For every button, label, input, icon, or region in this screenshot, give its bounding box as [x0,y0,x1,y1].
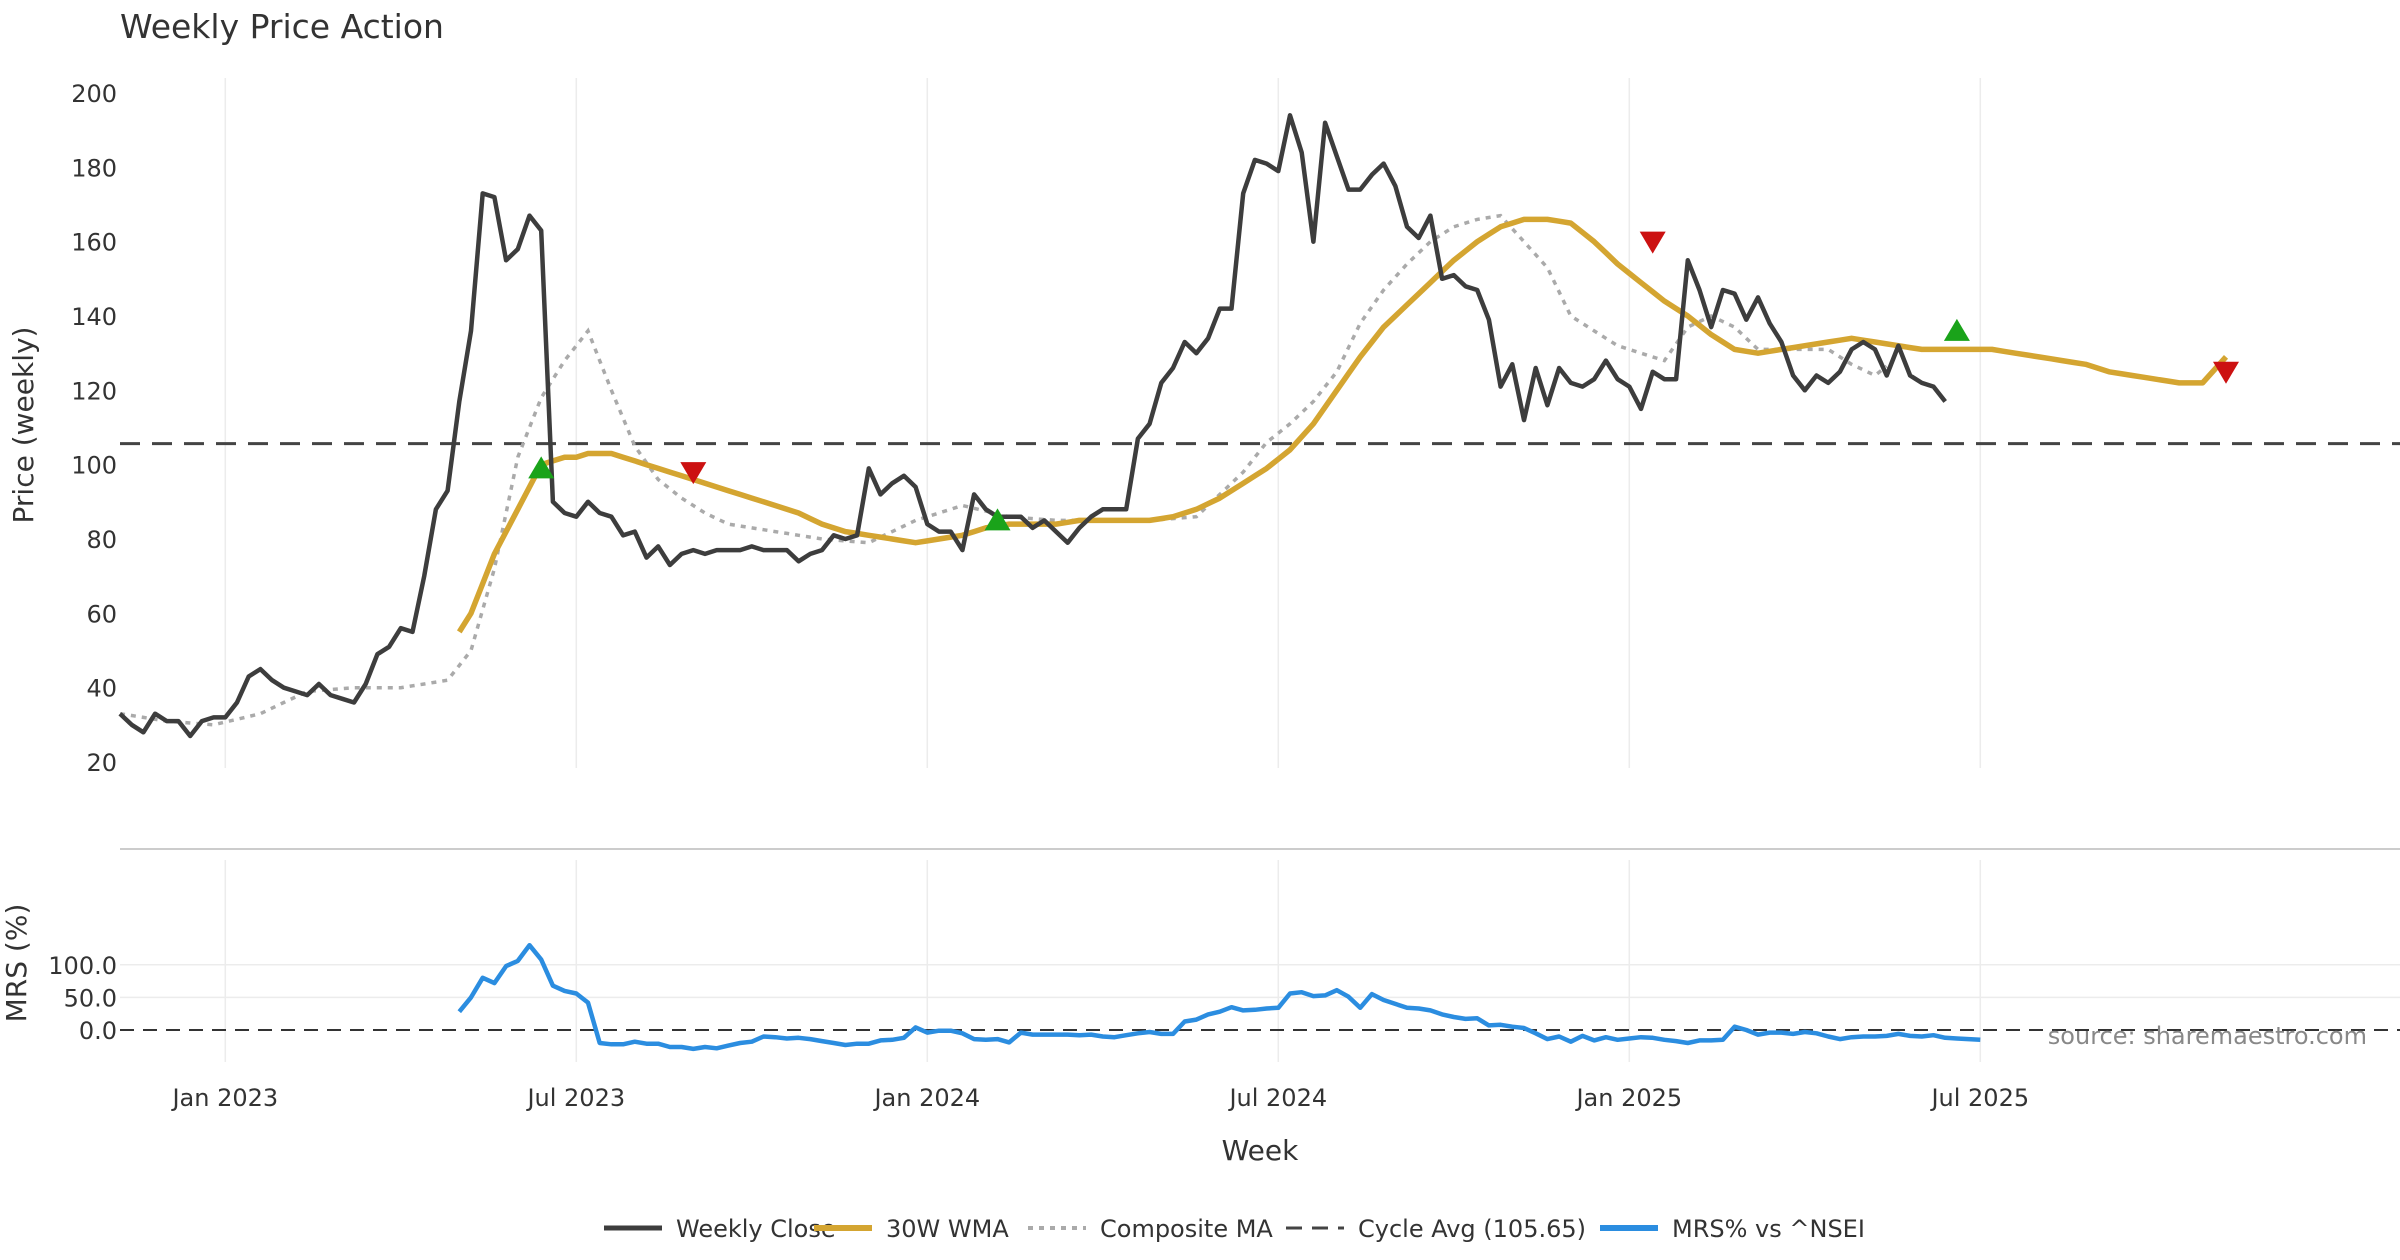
weekly-close-series [118,113,1947,739]
mrs-series [457,942,1981,1052]
price-tick-label: 80 [86,526,117,554]
buy-signal-marker [1943,318,1970,341]
price-tick-label: 180 [71,154,117,182]
wma-30-series [456,216,2229,634]
mrs-y-label: MRS (%) [0,904,33,1023]
mrs-panel: 0.0 50.0 100.0 [48,942,2400,1052]
legend-label: MRS% vs ^NSEI [1672,1215,1865,1243]
legend: Weekly Close 30W WMA Composite MA Cycle Avg… [604,1215,1865,1243]
composite-ma-series [119,213,1888,727]
mrs-y-axis: 0.0 50.0 100.0 [48,952,117,1045]
legend-label: 30W WMA [886,1215,1009,1243]
x-tick-label: Jan 2025 [1574,1084,1682,1112]
x-tick-label: Jan 2024 [872,1084,980,1112]
legend-item: Weekly Close [604,1215,836,1243]
price-tick-label: 40 [86,675,117,703]
x-axis: Jan 2023 Jul 2023 Jan 2024 Jul 2024 Jan 2025… [170,1084,2029,1112]
price-tick-label: 60 [86,600,117,628]
source-note: source: sharemaestro.com [2048,1022,2367,1050]
x-tick-label: Jul 2024 [1227,1084,1327,1112]
legend-item: MRS% vs ^NSEI [1600,1215,1865,1243]
price-tick-label: 120 [71,377,117,405]
legend-label: Weekly Close [676,1215,836,1243]
mrs-tick-label: 100.0 [48,952,117,980]
legend-label: Cycle Avg (105.65) [1358,1215,1586,1243]
buy-signal-marker [528,456,555,479]
price-panel: 20 40 60 80 100 120 140 160 180 200 [71,80,2400,777]
legend-item: Composite MA [1028,1215,1273,1243]
x-tick-label: Jul 2025 [1929,1084,2029,1112]
legend-label: Composite MA [1100,1215,1273,1243]
x-tick-label: Jan 2023 [170,1084,278,1112]
price-tick-label: 140 [71,303,117,331]
signal-markers [528,231,2239,531]
buy-signal-marker [984,508,1011,531]
x-axis-label: Week [1222,1134,1299,1167]
grid [120,78,2400,1062]
sell-signal-marker [1639,231,1666,254]
legend-item: 30W WMA [814,1215,1009,1243]
legend-item: Cycle Avg (105.65) [1286,1215,1586,1243]
price-y-label: Price (weekly) [7,327,40,524]
price-tick-label: 200 [71,80,117,108]
price-tick-label: 20 [86,749,117,777]
chart-title: Weekly Price Action [120,7,444,46]
mrs-tick-label: 50.0 [64,984,117,1012]
sell-signal-marker [2213,361,2239,384]
price-tick-label: 100 [71,452,117,480]
price-tick-label: 160 [71,229,117,257]
mrs-tick-label: 0.0 [79,1017,117,1045]
price-y-axis: 20 40 60 80 100 120 140 160 180 200 [71,80,117,777]
x-tick-label: Jul 2023 [525,1084,625,1112]
sell-signal-marker [680,462,707,485]
